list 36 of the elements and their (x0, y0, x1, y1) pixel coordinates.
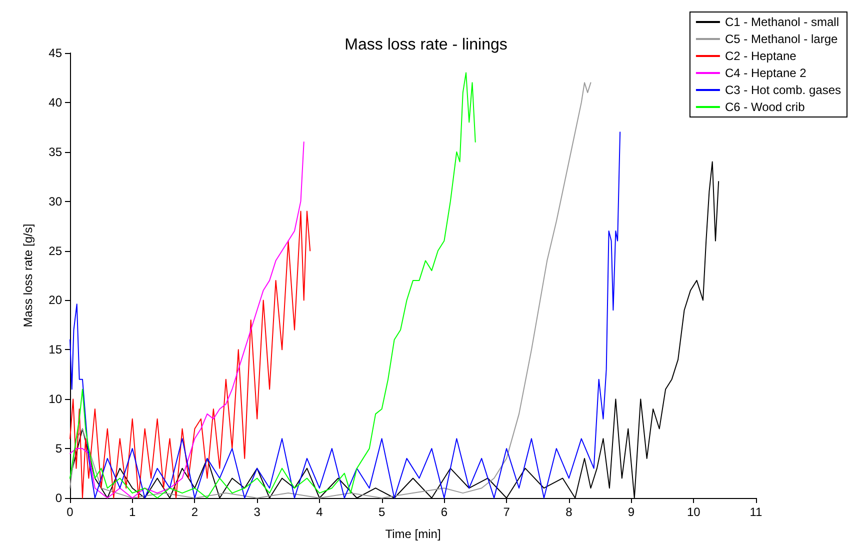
x-tick-label: 8 (566, 505, 573, 519)
x-tick-label: 9 (628, 505, 635, 519)
y-tick-label: 30 (48, 194, 62, 208)
x-tick-label: 11 (750, 505, 763, 519)
x-tick-label: 4 (316, 505, 324, 519)
legend-label: C6 - Wood crib (724, 100, 806, 114)
x-tick-label: 1 (129, 505, 136, 519)
y-tick-label: 10 (48, 392, 62, 406)
line-series (70, 210, 311, 498)
line-series (70, 82, 592, 498)
chart-title: Mass loss rate - linings (344, 36, 508, 54)
legend-label: C1 - Methanol - small (724, 15, 839, 29)
x-tick-label: 6 (440, 505, 448, 519)
y-axis-title: Mass loss rate [g/s] (21, 224, 35, 328)
x-axis-title: Time [min] (385, 527, 441, 541)
y-tick-label: 5 (55, 442, 62, 456)
line-series (70, 142, 304, 498)
legend-label: C3 - Hot comb. gases (724, 83, 841, 97)
line-series (70, 72, 476, 498)
line-series (70, 132, 621, 498)
y-tick-label: 40 (48, 95, 62, 110)
x-tick-label: 5 (378, 505, 386, 519)
y-tick-label: 0 (55, 491, 62, 505)
x-tick-label: 0 (66, 505, 74, 519)
y-tick-label: 35 (48, 144, 62, 159)
y-tick-label: 25 (48, 244, 62, 258)
x-tick-label: 7 (503, 505, 510, 519)
y-tick-label: 45 (48, 46, 62, 60)
x-tick-label: 3 (254, 505, 261, 519)
y-tick-label: 15 (48, 342, 62, 357)
x-tick-label: 10 (686, 505, 701, 519)
legend-label: C4 - Heptane 2 (724, 66, 807, 80)
y-tick-label: 20 (48, 293, 62, 308)
x-tick-label: 2 (191, 505, 198, 519)
legend-label: C5 - Methanol - large (724, 32, 838, 46)
legend-label: C2 - Heptane (724, 49, 797, 63)
